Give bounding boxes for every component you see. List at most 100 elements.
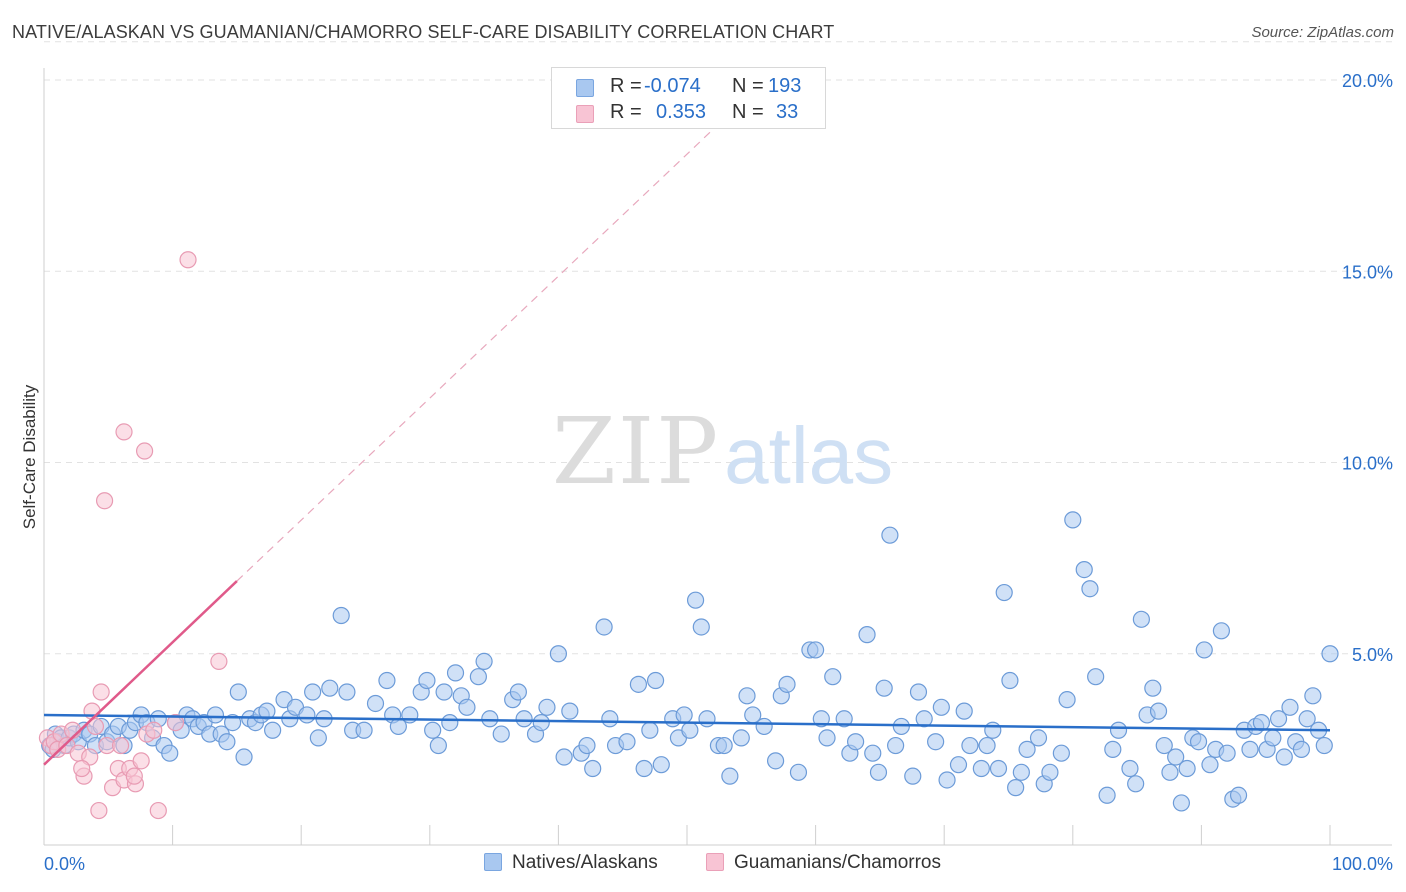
y-tick-label: 20.0% bbox=[1342, 71, 1393, 91]
trend-line-natives bbox=[43, 713, 1331, 732]
data-point-guamanians bbox=[149, 801, 167, 820]
data-point-natives bbox=[984, 721, 1002, 739]
data-point-natives bbox=[1144, 679, 1162, 697]
data-point-natives bbox=[1281, 698, 1299, 716]
data-point-natives bbox=[1087, 668, 1105, 686]
data-point-natives bbox=[532, 713, 550, 732]
data-point-natives bbox=[429, 736, 447, 755]
data-point-guamanians bbox=[111, 736, 130, 755]
data-point-natives bbox=[927, 733, 945, 751]
data-point-natives bbox=[475, 652, 493, 671]
data-point-natives bbox=[555, 748, 573, 766]
data-point-natives bbox=[915, 710, 933, 728]
data-point-guamanians bbox=[132, 752, 150, 770]
data-point-guamanians bbox=[179, 251, 197, 269]
data-point-natives bbox=[441, 713, 459, 732]
data-point-natives bbox=[1298, 710, 1316, 728]
data-point-natives bbox=[932, 698, 950, 716]
data-point-guamanians bbox=[73, 759, 91, 778]
data-point-natives bbox=[1104, 740, 1122, 758]
data-point-natives bbox=[847, 733, 865, 751]
data-point-natives bbox=[1269, 710, 1288, 728]
data-point-natives bbox=[1149, 702, 1168, 720]
data-point-natives bbox=[789, 763, 808, 781]
data-point-natives bbox=[435, 683, 453, 701]
data-point-natives bbox=[304, 683, 322, 701]
data-point-natives bbox=[1007, 779, 1025, 797]
grid bbox=[44, 41, 1392, 655]
data-point-natives bbox=[778, 675, 796, 693]
data-point-natives bbox=[366, 694, 385, 713]
data-point-natives bbox=[1127, 775, 1145, 793]
data-point-natives bbox=[1201, 756, 1219, 774]
data-point-natives bbox=[1161, 763, 1179, 781]
data-point-natives bbox=[538, 698, 556, 716]
data-point-natives bbox=[469, 668, 487, 686]
data-point-natives bbox=[264, 721, 282, 739]
data-point-natives bbox=[715, 736, 733, 755]
data-point-natives bbox=[1172, 794, 1190, 812]
data-point-natives bbox=[446, 664, 465, 682]
data-point-natives bbox=[1018, 740, 1036, 758]
data-point-natives bbox=[909, 683, 928, 701]
data-point-natives bbox=[1132, 610, 1150, 628]
data-point-natives bbox=[955, 702, 973, 720]
data-point-natives bbox=[641, 721, 659, 739]
x-tick-label-right: 100.0% bbox=[1332, 854, 1393, 874]
data-point-natives bbox=[1052, 744, 1070, 762]
data-point-natives bbox=[812, 710, 830, 728]
data-point-natives bbox=[218, 733, 236, 751]
ticks bbox=[172, 825, 1331, 845]
data-point-natives bbox=[309, 729, 327, 747]
data-point-natives bbox=[864, 744, 882, 762]
data-point-natives bbox=[989, 759, 1008, 778]
y-tick-label: 15.0% bbox=[1342, 262, 1393, 282]
series-natives-alaskans bbox=[41, 511, 1339, 812]
data-point-natives bbox=[1218, 744, 1236, 762]
data-point-guamanians bbox=[115, 423, 133, 441]
data-point-natives bbox=[938, 771, 956, 789]
data-point-natives bbox=[258, 702, 276, 720]
data-point-natives bbox=[961, 736, 979, 755]
legend-swatch-pink bbox=[576, 105, 594, 123]
data-point-natives bbox=[732, 729, 750, 747]
data-point-natives bbox=[1292, 740, 1311, 758]
bottom-legend-label: Natives/Alaskans bbox=[512, 852, 658, 873]
data-point-natives bbox=[235, 748, 253, 766]
data-point-natives bbox=[1264, 729, 1282, 747]
data-point-guamanians bbox=[135, 442, 154, 460]
data-point-natives bbox=[424, 721, 442, 739]
data-point-natives bbox=[721, 767, 739, 785]
chart-title: NATIVE/ALASKAN VS GUAMANIAN/CHAMORRO SEL… bbox=[12, 22, 835, 42]
data-point-natives bbox=[578, 736, 596, 755]
data-point-natives bbox=[561, 702, 579, 720]
data-point-natives bbox=[601, 710, 619, 728]
data-point-natives bbox=[629, 675, 648, 693]
data-point-natives bbox=[755, 717, 773, 736]
data-point-natives bbox=[1001, 671, 1019, 690]
data-point-guamanians bbox=[125, 767, 143, 785]
data-point-natives bbox=[949, 756, 968, 774]
trend-line-guamanians bbox=[43, 580, 238, 766]
data-point-natives bbox=[1178, 759, 1196, 778]
y-axis-label: Self-Care Disability bbox=[20, 384, 39, 529]
correlation-legend: R = -0.074 N = 193 R = 0.353 N = 33 bbox=[551, 67, 826, 129]
data-point-natives bbox=[515, 710, 533, 728]
data-point-natives bbox=[595, 618, 613, 636]
data-point-natives bbox=[1098, 786, 1116, 804]
axis-labels: 5.0% 10.0% 15.0% 20.0% 0.0% 100.0% Self-Care D… bbox=[20, 71, 1393, 874]
data-point-natives bbox=[355, 721, 373, 739]
data-point-natives bbox=[509, 683, 527, 701]
data-point-natives bbox=[1121, 759, 1139, 778]
bottom-legend-guamanians: Guamanians/Chamorros bbox=[706, 852, 941, 874]
data-point-natives bbox=[675, 706, 693, 724]
legend-n-value: 193 bbox=[768, 75, 802, 97]
data-point-natives bbox=[1041, 763, 1059, 781]
data-point-natives bbox=[1012, 763, 1030, 781]
data-point-natives bbox=[881, 526, 899, 544]
trend-lines bbox=[43, 129, 1331, 766]
data-point-guamanians bbox=[90, 801, 108, 820]
data-point-natives bbox=[698, 710, 716, 728]
data-point-natives bbox=[995, 583, 1013, 602]
data-point-guamanians bbox=[145, 721, 163, 739]
